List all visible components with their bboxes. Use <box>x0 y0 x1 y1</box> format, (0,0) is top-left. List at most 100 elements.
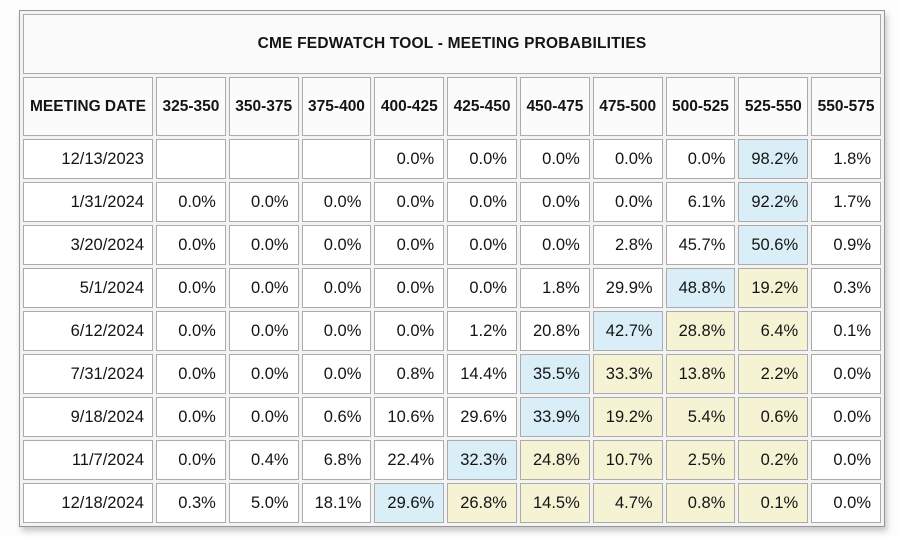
probability-cell: 0.0% <box>519 182 590 222</box>
probability-cell: 0.0% <box>374 311 445 351</box>
meeting-date-cell: 9/18/2024 <box>23 397 153 437</box>
meeting-date-cell: 12/13/2023 <box>23 139 153 179</box>
col-header-rate-range: 375-400 <box>301 77 372 136</box>
meeting-probabilities-table: CME FEDWATCH TOOL - MEETING PROBABILITIE… <box>19 10 885 527</box>
table-body: 12/13/2023 0.0% 0.0% 0.0% 0.0% 0.0% 98.2% 1.8% 1… <box>23 139 881 523</box>
probability-cell: 0.0% <box>374 182 445 222</box>
table-row: 7/31/2024 0.0% 0.0% 0.0% 0.8% 14.4% 35.5% 33.3%… <box>23 354 881 394</box>
probability-cell: 0.0% <box>811 397 881 437</box>
col-header-rate-range: 425-450 <box>447 77 517 136</box>
probability-cell: 0.0% <box>592 182 663 222</box>
probability-cell: 0.0% <box>811 483 881 523</box>
probability-cell: 0.0% <box>301 354 372 394</box>
probability-cell: 0.0% <box>301 268 372 308</box>
probability-cell: 33.3% <box>592 354 663 394</box>
probability-cell: 5.0% <box>228 483 299 523</box>
probability-cell: 1.2% <box>447 311 517 351</box>
probability-cell: 10.7% <box>592 440 663 480</box>
probability-cell: 20.8% <box>519 311 590 351</box>
probability-cell: 29.6% <box>374 483 445 523</box>
probability-cell: 0.8% <box>374 354 445 394</box>
col-header-rate-range: 400-425 <box>374 77 445 136</box>
probability-cell: 0.0% <box>374 139 445 179</box>
probability-cell: 0.0% <box>301 311 372 351</box>
probability-cell: 35.5% <box>519 354 590 394</box>
probability-cell: 1.7% <box>811 182 881 222</box>
title-row: CME FEDWATCH TOOL - MEETING PROBABILITIE… <box>23 14 881 74</box>
probability-cell: 29.9% <box>592 268 663 308</box>
probability-cell: 45.7% <box>665 225 736 265</box>
table-row: 3/20/2024 0.0% 0.0% 0.0% 0.0% 0.0% 0.0% 2.8% 45.… <box>23 225 881 265</box>
probability-cell: 33.9% <box>519 397 590 437</box>
probability-cell: 98.2% <box>738 139 809 179</box>
probability-cell: 2.5% <box>665 440 736 480</box>
probability-cell: 0.1% <box>811 311 881 351</box>
meeting-date-cell: 11/7/2024 <box>23 440 153 480</box>
probability-cell: 0.0% <box>374 268 445 308</box>
col-header-rate-range: 325-350 <box>156 77 226 136</box>
meeting-date-cell: 5/1/2024 <box>23 268 153 308</box>
probability-cell: 48.8% <box>665 268 736 308</box>
probability-cell: 1.8% <box>811 139 881 179</box>
col-header-meeting-date: MEETING DATE <box>23 77 153 136</box>
probability-cell: 6.1% <box>665 182 736 222</box>
probability-cell: 0.0% <box>374 225 445 265</box>
meeting-date-cell: 7/31/2024 <box>23 354 153 394</box>
col-header-rate-range: 350-375 <box>228 77 299 136</box>
probability-cell: 0.0% <box>301 225 372 265</box>
probability-cell: 0.1% <box>738 483 809 523</box>
probability-cell: 0.0% <box>156 268 226 308</box>
meeting-date-cell: 12/18/2024 <box>23 483 153 523</box>
probability-cell: 0.0% <box>228 268 299 308</box>
table-row: 9/18/2024 0.0% 0.0% 0.6% 10.6% 29.6% 33.9% 19.2… <box>23 397 881 437</box>
table-row: 11/7/2024 0.0% 0.4% 6.8% 22.4% 32.3% 24.8% 10.7… <box>23 440 881 480</box>
table-row: 5/1/2024 0.0% 0.0% 0.0% 0.0% 0.0% 1.8% 29.9% 48.… <box>23 268 881 308</box>
meeting-date-cell: 3/20/2024 <box>23 225 153 265</box>
probability-cell: 0.0% <box>228 225 299 265</box>
probability-cell <box>301 139 372 179</box>
probability-cell: 28.8% <box>665 311 736 351</box>
probability-cell: 6.8% <box>301 440 372 480</box>
probability-cell: 0.6% <box>301 397 372 437</box>
probability-cell: 0.0% <box>592 139 663 179</box>
col-header-rate-range: 475-500 <box>592 77 663 136</box>
probability-cell: 19.2% <box>592 397 663 437</box>
table-row: 6/12/2024 0.0% 0.0% 0.0% 0.0% 1.2% 20.8% 42.7% 2… <box>23 311 881 351</box>
header-row: MEETING DATE 325-350 350-375 375-400 400-425… <box>23 77 881 136</box>
probability-cell: 0.9% <box>811 225 881 265</box>
probability-cell: 0.3% <box>811 268 881 308</box>
probability-cell: 24.8% <box>519 440 590 480</box>
table-row: 12/13/2023 0.0% 0.0% 0.0% 0.0% 0.0% 98.2% 1.8% <box>23 139 881 179</box>
probability-cell: 26.8% <box>447 483 517 523</box>
probability-cell: 18.1% <box>301 483 372 523</box>
probability-cell: 0.0% <box>519 225 590 265</box>
col-header-rate-range: 525-550 <box>738 77 809 136</box>
probability-cell: 42.7% <box>592 311 663 351</box>
probability-cell: 92.2% <box>738 182 809 222</box>
col-header-rate-range: 500-525 <box>665 77 736 136</box>
probability-cell: 0.0% <box>665 139 736 179</box>
probability-cell: 22.4% <box>374 440 445 480</box>
meeting-date-cell: 1/31/2024 <box>23 182 153 222</box>
probability-cell: 13.8% <box>665 354 736 394</box>
probability-cell <box>228 139 299 179</box>
probability-cell: 14.4% <box>447 354 517 394</box>
probability-cell: 0.0% <box>228 182 299 222</box>
probability-cell: 1.8% <box>519 268 590 308</box>
probability-cell: 2.8% <box>592 225 663 265</box>
probability-cell: 29.6% <box>447 397 517 437</box>
probability-cell: 0.0% <box>156 225 226 265</box>
probability-cell: 0.4% <box>228 440 299 480</box>
probability-cell: 2.2% <box>738 354 809 394</box>
probability-cell: 0.0% <box>447 139 517 179</box>
probability-cell: 0.0% <box>156 182 226 222</box>
probability-cell: 0.8% <box>665 483 736 523</box>
probability-cell: 0.6% <box>738 397 809 437</box>
probability-cell: 0.0% <box>519 139 590 179</box>
probability-cell: 50.6% <box>738 225 809 265</box>
col-header-rate-range: 450-475 <box>519 77 590 136</box>
probability-cell: 0.0% <box>811 440 881 480</box>
probability-cell: 0.3% <box>156 483 226 523</box>
table-row: 12/18/2024 0.3% 5.0% 18.1% 29.6% 26.8% 14.5% 4.… <box>23 483 881 523</box>
